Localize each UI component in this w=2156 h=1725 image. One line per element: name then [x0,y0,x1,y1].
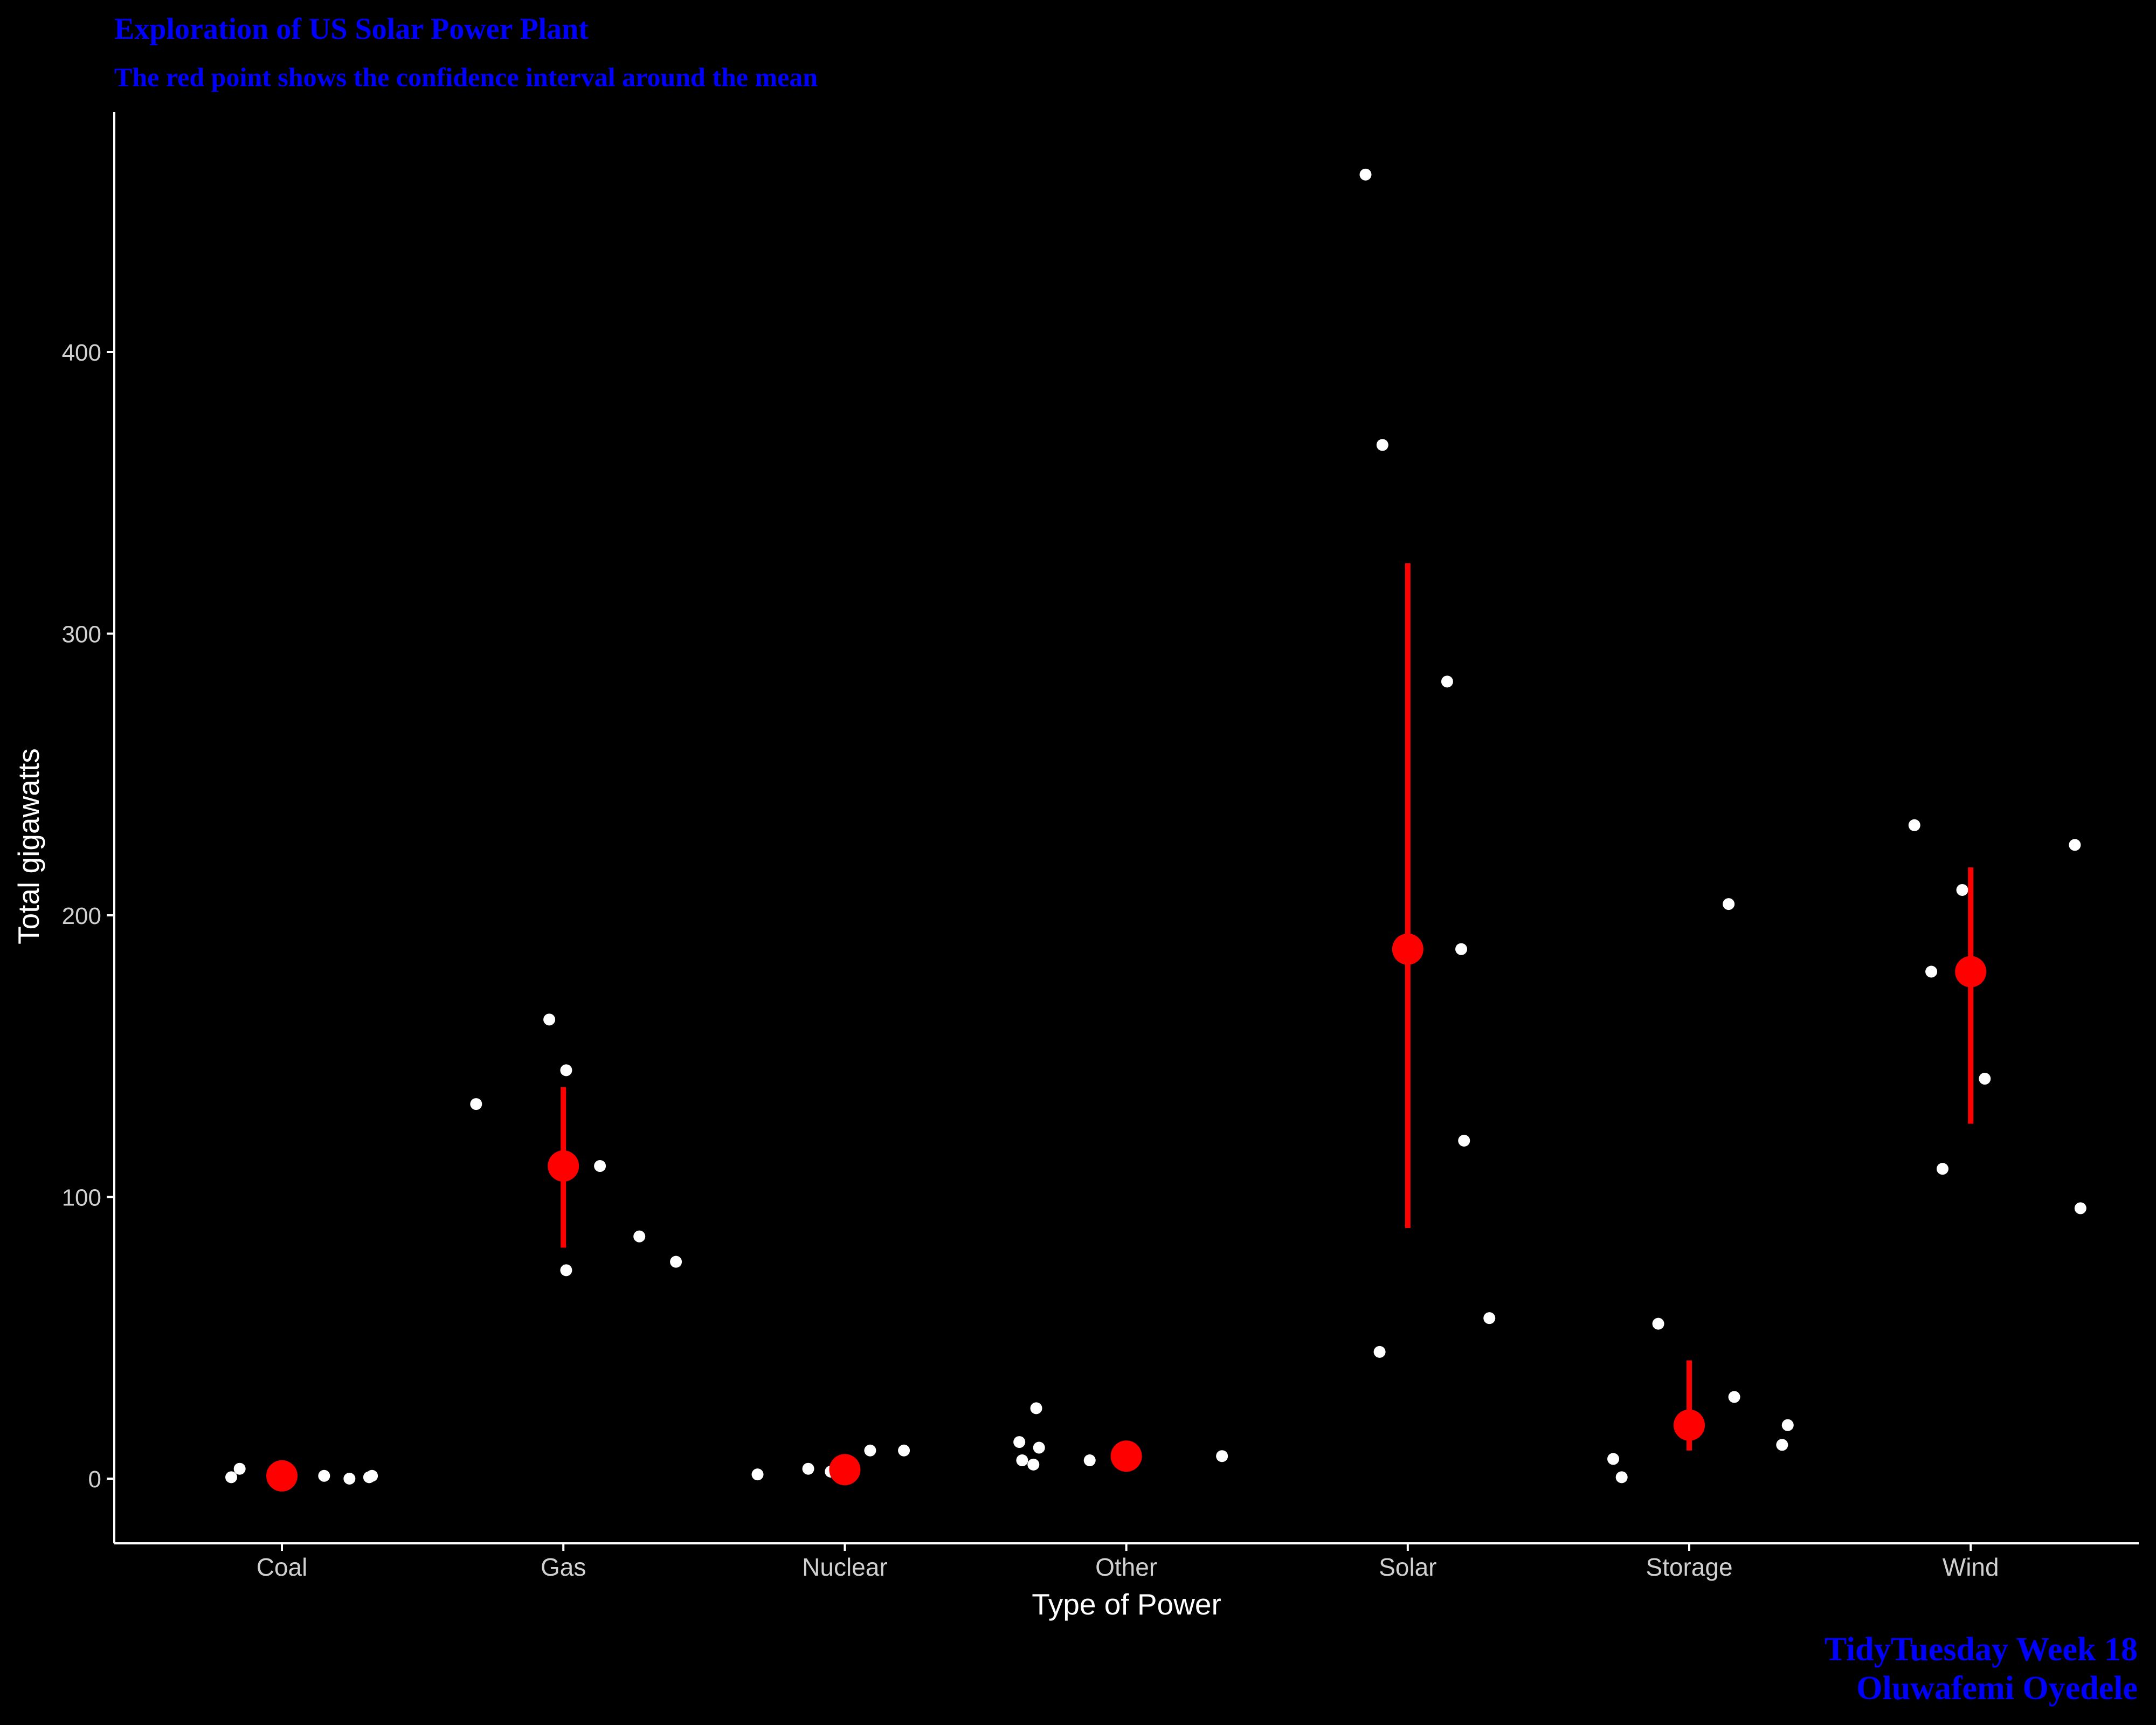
x-tick-label: Nuclear [802,1553,888,1581]
data-point [318,1469,330,1482]
data-point [1027,1458,1040,1471]
mean-point [1674,1409,1705,1441]
data-point [233,1462,246,1475]
data-point [864,1444,876,1457]
data-point [1033,1441,1045,1454]
y-tick-label: 100 [62,1185,101,1211]
data-point [1376,439,1388,451]
y-tick-label: 300 [62,622,101,648]
data-point [1216,1450,1228,1462]
mean-point [1392,933,1423,965]
data-point [1016,1454,1028,1467]
y-tick-label: 0 [88,1466,101,1493]
data-point [1956,884,1968,896]
data-point [1359,168,1372,181]
data-point [594,1160,606,1172]
data-point [1455,943,1468,955]
caption-line-2: Oluwafemi Oyedele [1856,1670,2138,1707]
data-point [1607,1453,1620,1465]
x-tick-label: Wind [1943,1553,1999,1581]
data-point [543,1013,556,1026]
plot-area: 0 100 200 300 400 Coal Gas Nuclear Other Solar Sto… [62,112,2139,1581]
data-point [2074,1202,2086,1215]
y-axis-title: Total gigawatts [12,748,45,944]
chart-title: Exploration of US Solar Power Plant [114,12,589,46]
data-point [560,1264,572,1276]
data-point [1373,1346,1386,1358]
data-point [1979,1073,1991,1085]
data-point [1615,1471,1628,1484]
data-point [802,1462,814,1475]
mean-point [548,1150,579,1182]
x-tick-label: Storage [1646,1553,1732,1581]
x-tick-label: Gas [541,1553,586,1581]
data-point [1936,1163,1948,1175]
data-point [1483,1312,1496,1324]
data-point [343,1473,356,1485]
y-tick-label: 200 [62,903,101,929]
x-tick-label: Solar [1379,1553,1436,1581]
x-tick-label: Other [1095,1553,1157,1581]
data-point [898,1444,910,1457]
data-point [1013,1436,1026,1448]
chart-subtitle: The red point shows the confidence inter… [114,62,818,92]
x-tick-label: Coal [257,1553,308,1581]
caption-line-1: TidyTuesday Week 18 [1825,1631,2138,1668]
data-point [1728,1391,1740,1403]
data-point [366,1469,378,1482]
mean-point [1110,1440,1142,1472]
data-point [751,1468,764,1481]
mean-point [266,1460,298,1492]
data-point [1776,1439,1788,1451]
data-point [1925,965,1938,978]
mean-point [1955,956,1987,988]
data-point [1908,819,1920,831]
data-point [1723,898,1735,910]
data-point [670,1255,682,1268]
data-point [1458,1135,1470,1147]
data-point [1441,675,1453,688]
data-point [2069,839,2081,851]
data-point [225,1471,238,1484]
data-point [633,1230,646,1243]
mean-point [829,1454,861,1486]
data-point [470,1098,482,1110]
x-axis-title: Type of Power [1032,1588,1221,1621]
data-point [1083,1454,1096,1467]
data-point [1781,1419,1794,1431]
data-point [1652,1317,1664,1330]
y-tick-label: 400 [62,340,101,366]
data-point [1030,1402,1042,1414]
data-point [560,1064,572,1077]
